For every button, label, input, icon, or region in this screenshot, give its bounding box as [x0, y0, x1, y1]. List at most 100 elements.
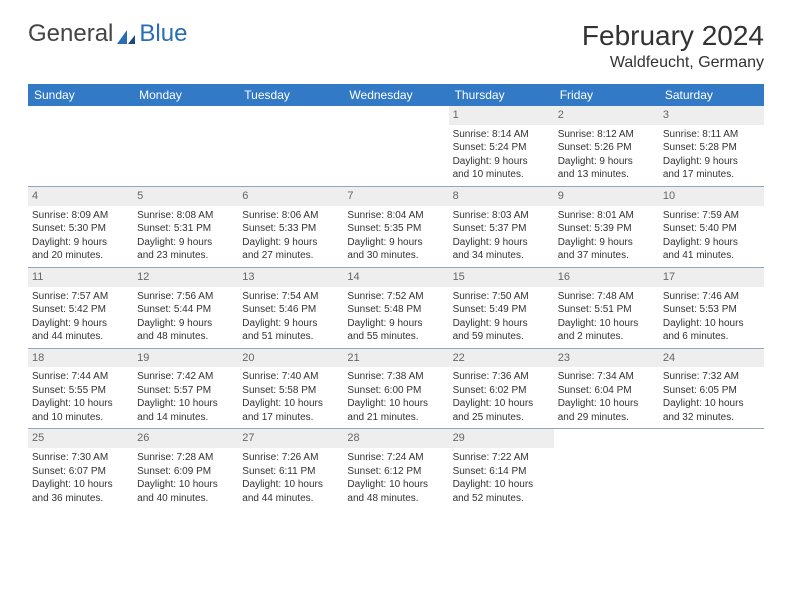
day-cell: 7Sunrise: 8:04 AMSunset: 5:35 PMDaylight… — [343, 187, 448, 267]
sunrise-text: Sunrise: 7:34 AM — [558, 370, 655, 384]
day-number: 8 — [449, 187, 554, 206]
sunrise-text: Sunrise: 7:30 AM — [32, 451, 129, 465]
sunset-text: Sunset: 5:30 PM — [32, 222, 129, 236]
sunset-text: Sunset: 6:04 PM — [558, 384, 655, 398]
day-cell: 8Sunrise: 8:03 AMSunset: 5:37 PMDaylight… — [449, 187, 554, 267]
daylight-text: Daylight: 10 hours — [32, 478, 129, 492]
sunrise-text: Sunrise: 7:56 AM — [137, 290, 234, 304]
daylight-text: and 59 minutes. — [453, 330, 550, 344]
day-number: 3 — [659, 106, 764, 125]
week-row: 25Sunrise: 7:30 AMSunset: 6:07 PMDayligh… — [28, 428, 764, 509]
day-cell: 3Sunrise: 8:11 AMSunset: 5:28 PMDaylight… — [659, 106, 764, 186]
day-number: 13 — [238, 268, 343, 287]
sunset-text: Sunset: 6:12 PM — [347, 465, 444, 479]
daylight-text: Daylight: 10 hours — [32, 397, 129, 411]
day-number: 21 — [343, 349, 448, 368]
sunrise-text: Sunrise: 7:44 AM — [32, 370, 129, 384]
day-cell — [554, 429, 659, 509]
day-header-saturday: Saturday — [659, 84, 764, 106]
sunset-text: Sunset: 5:42 PM — [32, 303, 129, 317]
day-cell: 23Sunrise: 7:34 AMSunset: 6:04 PMDayligh… — [554, 349, 659, 429]
day-number: 16 — [554, 268, 659, 287]
daylight-text: and 29 minutes. — [558, 411, 655, 425]
day-number: 18 — [28, 349, 133, 368]
day-cell: 2Sunrise: 8:12 AMSunset: 5:26 PMDaylight… — [554, 106, 659, 186]
daylight-text: Daylight: 9 hours — [347, 236, 444, 250]
daylight-text: and 21 minutes. — [347, 411, 444, 425]
day-cell: 19Sunrise: 7:42 AMSunset: 5:57 PMDayligh… — [133, 349, 238, 429]
day-cell: 10Sunrise: 7:59 AMSunset: 5:40 PMDayligh… — [659, 187, 764, 267]
daylight-text: Daylight: 10 hours — [242, 397, 339, 411]
daylight-text: Daylight: 9 hours — [558, 155, 655, 169]
day-number: 24 — [659, 349, 764, 368]
sunrise-text: Sunrise: 8:03 AM — [453, 209, 550, 223]
sunset-text: Sunset: 5:46 PM — [242, 303, 339, 317]
daylight-text: Daylight: 9 hours — [137, 236, 234, 250]
day-cell: 1Sunrise: 8:14 AMSunset: 5:24 PMDaylight… — [449, 106, 554, 186]
day-number: 10 — [659, 187, 764, 206]
daylight-text: Daylight: 10 hours — [137, 478, 234, 492]
daylight-text: Daylight: 9 hours — [242, 236, 339, 250]
header: General Blue February 2024 Waldfeucht, G… — [28, 20, 764, 72]
day-cell: 13Sunrise: 7:54 AMSunset: 5:46 PMDayligh… — [238, 268, 343, 348]
daylight-text: Daylight: 9 hours — [32, 317, 129, 331]
day-cell: 9Sunrise: 8:01 AMSunset: 5:39 PMDaylight… — [554, 187, 659, 267]
day-header-wednesday: Wednesday — [343, 84, 448, 106]
daylight-text: and 10 minutes. — [32, 411, 129, 425]
sunset-text: Sunset: 5:55 PM — [32, 384, 129, 398]
sunset-text: Sunset: 6:09 PM — [137, 465, 234, 479]
day-cell: 4Sunrise: 8:09 AMSunset: 5:30 PMDaylight… — [28, 187, 133, 267]
daylight-text: Daylight: 9 hours — [453, 317, 550, 331]
daylight-text: Daylight: 9 hours — [453, 155, 550, 169]
sunset-text: Sunset: 5:44 PM — [137, 303, 234, 317]
day-cell: 29Sunrise: 7:22 AMSunset: 6:14 PMDayligh… — [449, 429, 554, 509]
daylight-text: Daylight: 10 hours — [663, 397, 760, 411]
daylight-text: and 36 minutes. — [32, 492, 129, 506]
day-cell — [28, 106, 133, 186]
day-cell: 24Sunrise: 7:32 AMSunset: 6:05 PMDayligh… — [659, 349, 764, 429]
day-number: 17 — [659, 268, 764, 287]
day-number: 28 — [343, 429, 448, 448]
sunset-text: Sunset: 5:51 PM — [558, 303, 655, 317]
daylight-text: and 40 minutes. — [137, 492, 234, 506]
daylight-text: Daylight: 10 hours — [137, 397, 234, 411]
daylight-text: and 37 minutes. — [558, 249, 655, 263]
day-cell — [133, 106, 238, 186]
daylight-text: and 48 minutes. — [137, 330, 234, 344]
day-header-friday: Friday — [554, 84, 659, 106]
daylight-text: and 23 minutes. — [137, 249, 234, 263]
sunrise-text: Sunrise: 8:09 AM — [32, 209, 129, 223]
sunrise-text: Sunrise: 7:50 AM — [453, 290, 550, 304]
daylight-text: and 13 minutes. — [558, 168, 655, 182]
day-number: 23 — [554, 349, 659, 368]
daylight-text: and 51 minutes. — [242, 330, 339, 344]
logo-text-general: General — [28, 20, 113, 48]
day-cell — [659, 429, 764, 509]
sunset-text: Sunset: 5:31 PM — [137, 222, 234, 236]
day-cell: 14Sunrise: 7:52 AMSunset: 5:48 PMDayligh… — [343, 268, 448, 348]
day-number: 2 — [554, 106, 659, 125]
sunrise-text: Sunrise: 8:01 AM — [558, 209, 655, 223]
sunset-text: Sunset: 6:07 PM — [32, 465, 129, 479]
sunset-text: Sunset: 5:48 PM — [347, 303, 444, 317]
day-cell: 28Sunrise: 7:24 AMSunset: 6:12 PMDayligh… — [343, 429, 448, 509]
day-number: 25 — [28, 429, 133, 448]
sunset-text: Sunset: 5:49 PM — [453, 303, 550, 317]
daylight-text: Daylight: 9 hours — [347, 317, 444, 331]
location: Waldfeucht, Germany — [582, 54, 764, 72]
day-cell: 15Sunrise: 7:50 AMSunset: 5:49 PMDayligh… — [449, 268, 554, 348]
day-cell: 25 Sunrise: 7:30 AMSunset: 6:07 PMDayligh… — [28, 429, 133, 509]
sunrise-text: Sunrise: 7:26 AM — [242, 451, 339, 465]
sunset-text: Sunset: 5:53 PM — [663, 303, 760, 317]
week-row: 18Sunrise: 7:44 AMSunset: 5:55 PMDayligh… — [28, 348, 764, 429]
day-number: 27 — [238, 429, 343, 448]
daylight-text: Daylight: 10 hours — [347, 397, 444, 411]
daylight-text: and 17 minutes. — [242, 411, 339, 425]
week-row: 11Sunrise: 7:57 AMSunset: 5:42 PMDayligh… — [28, 267, 764, 348]
sunrise-text: Sunrise: 7:24 AM — [347, 451, 444, 465]
daylight-text: and 17 minutes. — [663, 168, 760, 182]
daylight-text: and 41 minutes. — [663, 249, 760, 263]
daylight-text: and 48 minutes. — [347, 492, 444, 506]
daylight-text: and 52 minutes. — [453, 492, 550, 506]
sunset-text: Sunset: 5:37 PM — [453, 222, 550, 236]
